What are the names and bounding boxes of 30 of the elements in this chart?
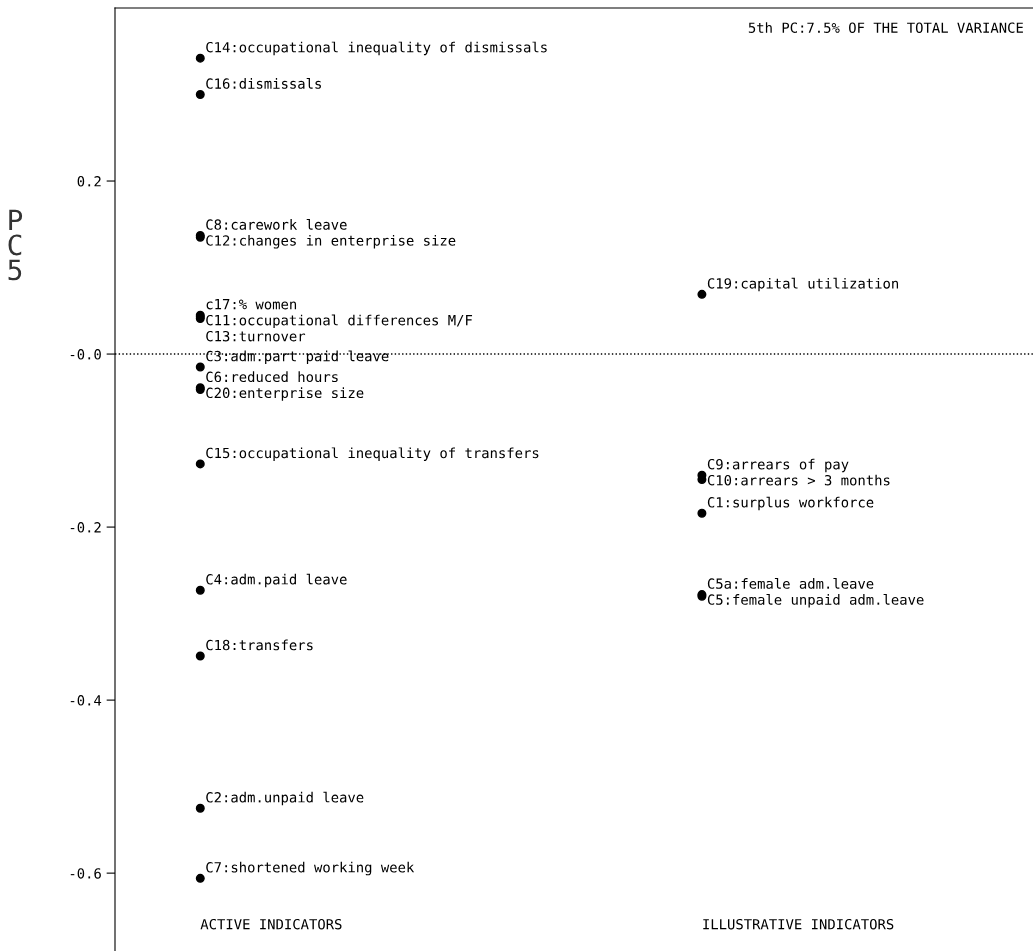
y-tick-label: 0.2 [77, 176, 101, 187]
series-label: C19:capital utilization [707, 277, 898, 292]
y-tick-label: -0.0 [70, 349, 101, 360]
series-label: C9:arrears of pay [707, 458, 849, 473]
series-label: C5a:female adm.leave [707, 578, 874, 589]
series-label: c17:% women [206, 299, 297, 310]
series-label: C3:adm.part paid leave [206, 350, 389, 365]
y-tick-label: -0.6 [70, 868, 101, 879]
series-label: C5:female unpaid adm.leave [707, 594, 924, 608]
series-label: C11:occupational differences M/F [206, 314, 473, 329]
x-tick-label: ACTIVE INDICATORS [200, 918, 342, 930]
series-label: C10:arrears > 3 months [707, 474, 890, 486]
text: 5th PC:7.5% OF THE TOTAL VARIANCE [748, 22, 1023, 33]
series-label: C14:occupational inequality of dismissals [206, 41, 547, 56]
series-label: C12:changes in enterprise size [206, 234, 456, 249]
series-label: C20:enterprise size [206, 387, 364, 401]
series-label: C1:surplus workforce [707, 496, 874, 511]
series-label: C18:transfers [206, 639, 313, 651]
series-label: C13:turnover [206, 330, 306, 342]
y-tick-label: -0.2 [70, 522, 101, 533]
x-tick-label: ILLUSTRATIVE INDICATORS [703, 918, 894, 930]
series-label: C16:dismissals [206, 78, 321, 89]
y-axis-title: PC5 [8, 209, 23, 281]
y-tick-label: -0.4 [70, 695, 102, 706]
series-label: C6:reduced hours [206, 371, 338, 383]
series-label: C15:occupational inequality of transfers [206, 447, 539, 461]
series-label: C2:adm.unpaid leave [206, 791, 364, 806]
series-label: C7:shortened working week [206, 861, 415, 876]
series-label: C8:carework leave [206, 219, 347, 230]
series-label: C4:adm.paid leave [206, 573, 347, 588]
